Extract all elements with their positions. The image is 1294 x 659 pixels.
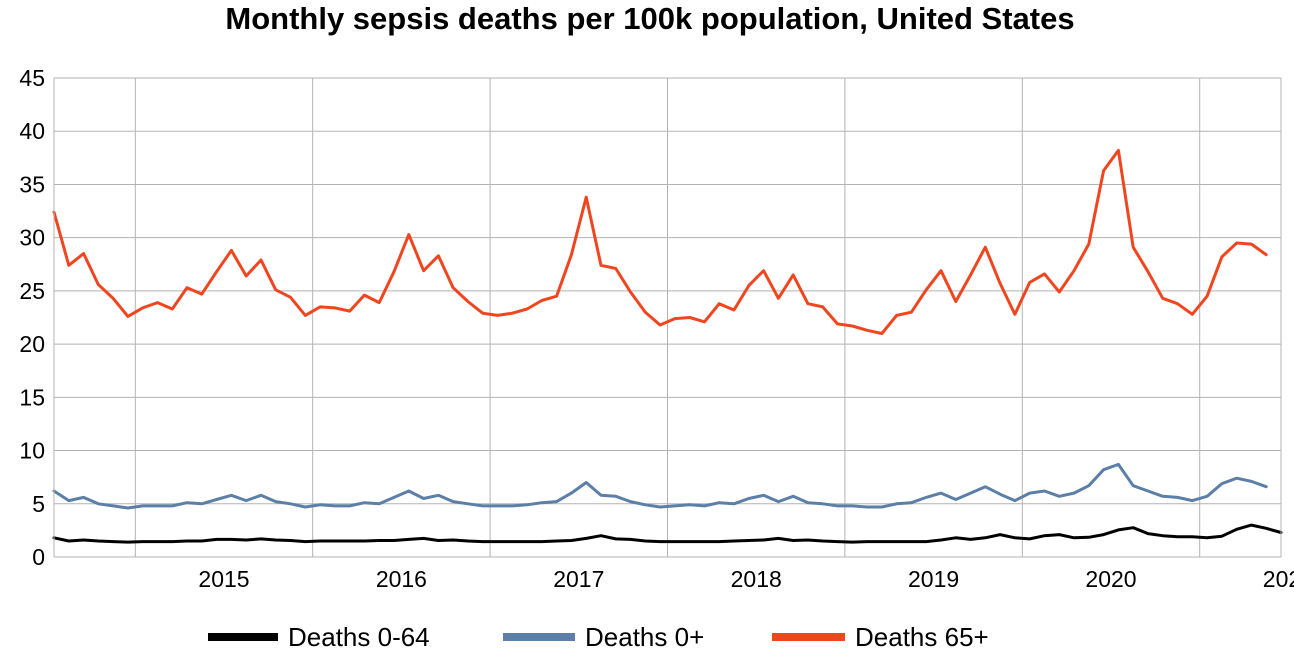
y-tick-label-15: 15: [19, 384, 45, 410]
x-tick-label-2018: 2018: [731, 566, 782, 592]
series-line-deaths-0-plus: [52, 462, 1268, 510]
y-tick-label-20: 20: [19, 331, 45, 357]
y-tick-label-35: 35: [19, 171, 45, 197]
y-tick-label-5: 5: [32, 491, 45, 517]
y-tick-label-0: 0: [32, 544, 45, 570]
y-tick-label-30: 30: [19, 225, 45, 251]
legend-label-deaths-0-plus: Deaths 0+: [585, 622, 704, 652]
legend: Deaths 0-64 Deaths 0+ Deaths 65+: [208, 622, 989, 652]
series-line-deaths-0-64: [52, 523, 1283, 544]
x-axis-year-labels: 2015 2016 2017 2018 2019 2020 2021: [198, 566, 1294, 592]
x-tick-label-2020: 2020: [1085, 566, 1136, 592]
legend-item-deaths-65-plus: Deaths 65+: [772, 622, 989, 652]
grid-lines: [54, 77, 1281, 558]
series-line-deaths-65-plus: [52, 148, 1268, 335]
x-tick-label-2021: 2021: [1263, 566, 1294, 592]
legend-item-deaths-0-plus: Deaths 0+: [503, 622, 704, 652]
x-tick-label-2019: 2019: [908, 566, 959, 592]
series-lines: [52, 148, 1283, 544]
x-tick-label-2015: 2015: [198, 566, 249, 592]
y-tick-label-25: 25: [19, 278, 45, 304]
x-tick-label-2017: 2017: [553, 566, 604, 592]
y-axis-tick-labels: 0 5 10 15 20 25 30 35 40 45: [19, 65, 45, 570]
chart-title: Monthly sepsis deaths per 100k populatio…: [225, 1, 1074, 36]
y-tick-label-45: 45: [19, 65, 45, 91]
legend-item-deaths-0-64: Deaths 0-64: [208, 622, 430, 652]
axes: [53, 78, 1282, 558]
legend-label-deaths-0-64: Deaths 0-64: [288, 622, 430, 652]
y-tick-label-10: 10: [19, 438, 45, 464]
x-tick-label-2016: 2016: [376, 566, 427, 592]
y-tick-label-40: 40: [19, 118, 45, 144]
legend-label-deaths-65-plus: Deaths 65+: [855, 622, 989, 652]
